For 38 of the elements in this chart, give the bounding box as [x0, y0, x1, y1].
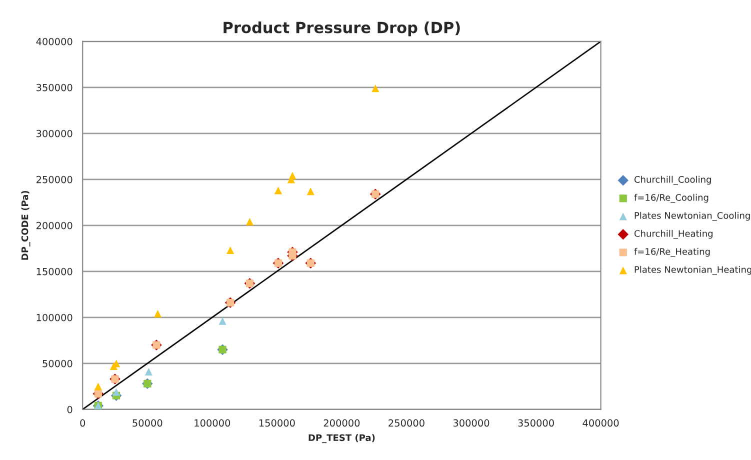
x-axis-title: DP_TEST (Pa) [308, 434, 375, 444]
legend-label: f=16/Re_Heating [634, 248, 710, 257]
point [246, 218, 254, 226]
legend-label: Plates Newtonian_Cooling [634, 212, 750, 221]
point [94, 382, 102, 390]
y-axis-title: DP_CODE (Pa) [21, 190, 30, 260]
point [144, 368, 152, 376]
legend-label: Plates Newtonian_Heating [634, 266, 751, 275]
chart-title: Product Pressure Drop (DP) [224, 21, 460, 36]
point [226, 246, 234, 254]
y-tick-label: 300000 [36, 130, 72, 138]
point [288, 172, 296, 180]
point [274, 186, 282, 194]
y-tick-label: 400000 [36, 38, 72, 46]
x-tick-label: 250000 [388, 419, 424, 427]
legend-label: Churchill_Heating [634, 230, 712, 239]
legend-label: f=16/Re_Cooling [634, 194, 708, 203]
point [372, 84, 380, 92]
point [112, 388, 120, 396]
x-tick-label: 150000 [259, 419, 295, 427]
legend-label: Churchill_Cooling [634, 176, 711, 185]
y-tick-label: 250000 [36, 176, 72, 184]
y-tick-label: 50000 [42, 360, 72, 368]
y-tick-label: 200000 [36, 222, 72, 230]
x-tick-label: 350000 [518, 419, 554, 427]
point [218, 317, 226, 325]
x-tick-label: 0 [80, 419, 86, 427]
point [154, 310, 162, 318]
x-tick-label: 300000 [453, 419, 490, 427]
y-tick-label: 350000 [36, 84, 72, 92]
x-tick-label: 100000 [194, 419, 230, 427]
x-tick-label: 200000 [324, 419, 360, 427]
point [306, 188, 314, 196]
x-tick-label: 400000 [582, 419, 619, 427]
x-tick-label: 50000 [132, 419, 162, 427]
y-tick-label: 0 [67, 406, 72, 414]
y-tick-label: 150000 [36, 268, 72, 276]
y-tick-label: 100000 [36, 314, 72, 322]
